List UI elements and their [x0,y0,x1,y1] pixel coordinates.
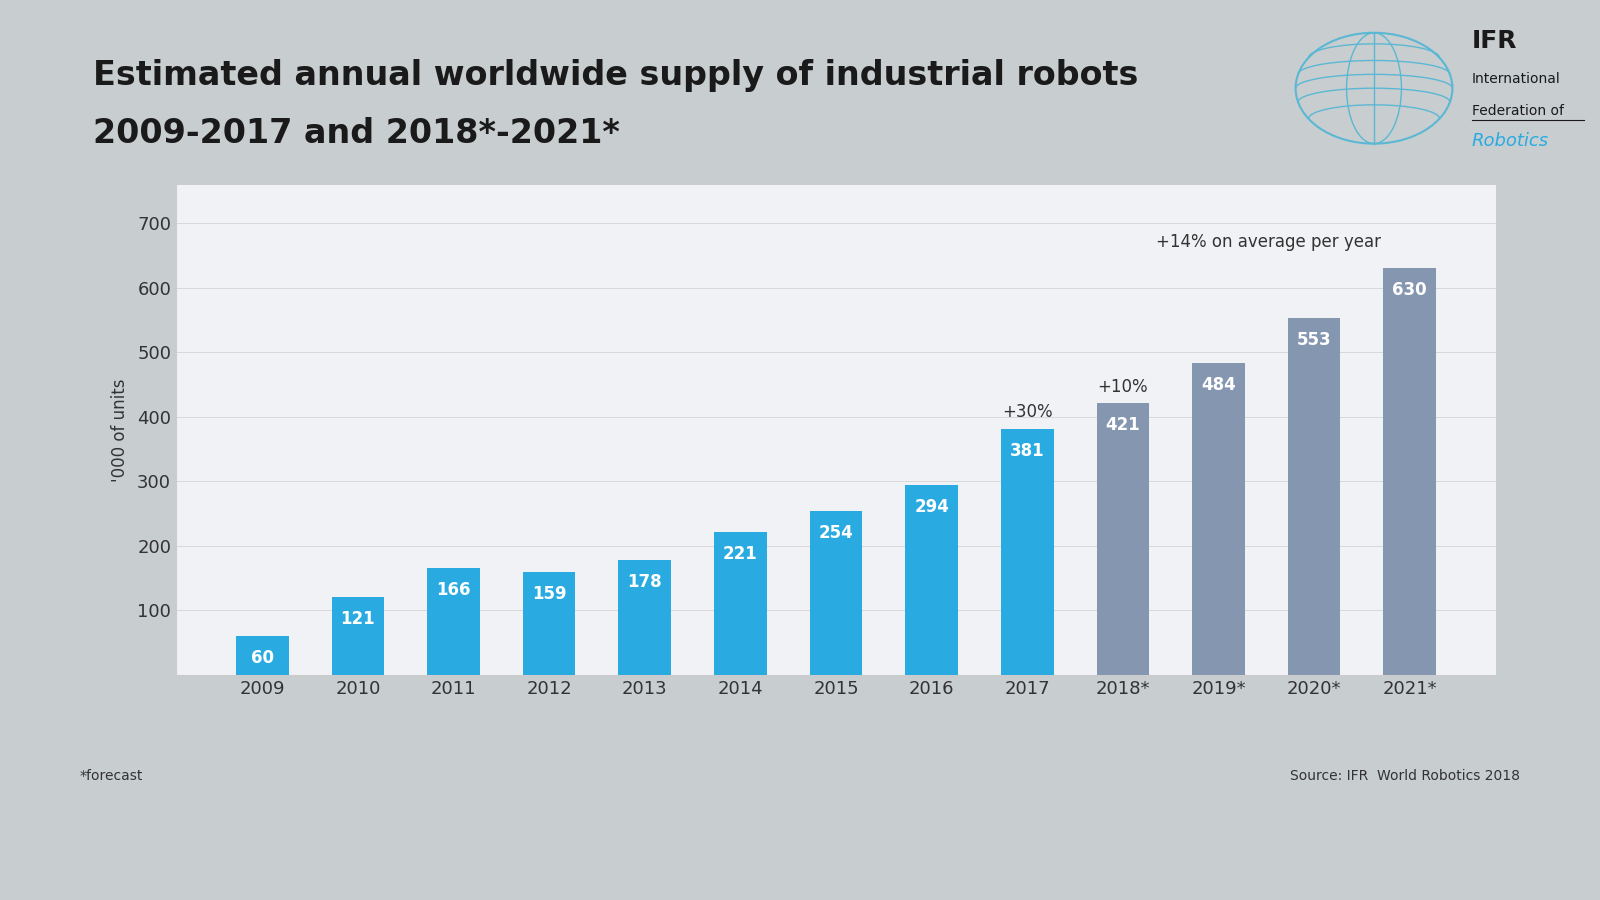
Text: 254: 254 [819,524,853,542]
Bar [237,636,288,675]
Text: 166: 166 [437,580,470,598]
Text: 630: 630 [1392,282,1427,300]
Bar [1384,268,1437,675]
Text: 484: 484 [1202,375,1235,393]
Text: 60: 60 [251,649,274,667]
Text: 294: 294 [914,499,949,517]
Text: IFR: IFR [1472,29,1517,53]
Text: Estimated annual worldwide supply of industrial robots: Estimated annual worldwide supply of ind… [93,58,1138,92]
Text: Source: IFR  World Robotics 2018: Source: IFR World Robotics 2018 [1290,770,1520,784]
Text: *forecast: *forecast [80,770,144,784]
Bar [714,533,766,675]
Text: 159: 159 [531,585,566,603]
Bar [427,568,480,675]
Y-axis label: '000 of units: '000 of units [110,378,130,482]
Text: 381: 381 [1010,442,1045,460]
Bar [810,511,862,675]
Text: 121: 121 [341,610,376,628]
Bar [1002,429,1053,675]
Text: Robotics: Robotics [1472,131,1549,149]
Bar [1096,403,1149,675]
Text: +10%: +10% [1098,377,1149,395]
Text: 2009-2017 and 2018*-2021*: 2009-2017 and 2018*-2021* [93,117,619,150]
Bar [1288,318,1341,675]
Text: 178: 178 [627,573,662,591]
Text: International: International [1472,72,1560,86]
Text: 421: 421 [1106,416,1141,434]
Text: 553: 553 [1296,331,1331,349]
Bar [331,597,384,675]
Bar [619,560,670,675]
Bar [523,572,576,675]
Bar [1192,363,1245,675]
Text: 221: 221 [723,545,758,563]
Text: +14% on average per year: +14% on average per year [1157,233,1381,251]
Text: +30%: +30% [1002,403,1053,421]
Text: Federation of: Federation of [1472,104,1565,118]
Bar [906,485,958,675]
